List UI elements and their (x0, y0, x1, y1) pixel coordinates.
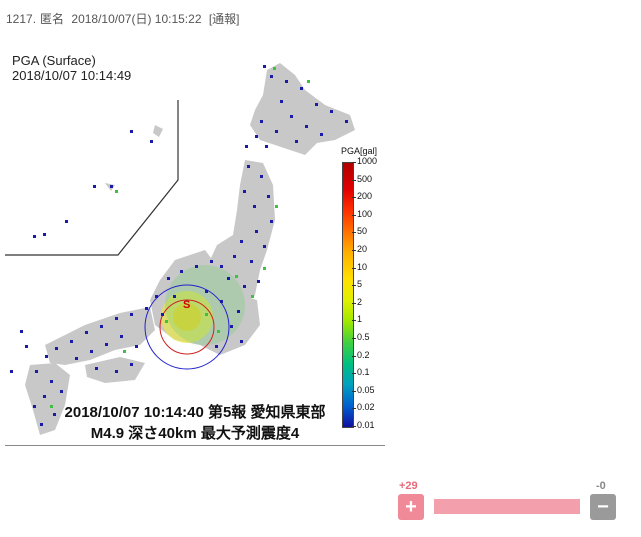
vote-ratio-bar (434, 499, 580, 514)
quake-caption-line2: M4.9 深さ40km 最大予測震度4 (90, 425, 300, 442)
legend-label: 100 (357, 208, 373, 219)
plus-vote-button[interactable]: + (398, 494, 424, 520)
legend-label: 50 (357, 226, 368, 237)
legend-label: 5 (357, 279, 363, 290)
legend-label: 2 (357, 296, 363, 307)
earthquake-map-image[interactable]: S (5, 45, 385, 445)
legend-label: 0.01 (357, 420, 375, 430)
legend-label: 1000 (357, 156, 378, 166)
legend-label: 0.05 (357, 384, 375, 395)
legend-label: 0.02 (357, 402, 375, 413)
legend-title: PGA[gal] (341, 146, 378, 156)
legend-colorbar (342, 162, 354, 428)
pga-time: 2018/10/07 10:14:49 (12, 68, 132, 83)
legend-label: 10 (357, 261, 368, 272)
minus-vote-count: -0 (596, 480, 606, 492)
pga-title-block: PGA (Surface) 2018/10/07 10:14:49 (12, 53, 131, 83)
epicenter-mark: S (183, 299, 190, 311)
vote-ratio-fill (434, 499, 580, 514)
plus-vote-count: +29 (399, 480, 418, 492)
japan-map-graphic: S (5, 63, 355, 435)
quake-caption-line1: 2018/10/07 10:14:40 第5報 愛知県東部 (64, 404, 326, 421)
legend-label: 0.5 (357, 332, 370, 342)
post-datetime: 2018/10/07(日) 10:15:22 (71, 12, 202, 26)
legend-label: 200 (357, 191, 373, 202)
legend-label: 20 (357, 244, 368, 254)
post-header: 1217. 匿名 2018/10/07(日) 10:15:22 [通報] (6, 10, 244, 27)
legend-label: 1 (357, 314, 363, 325)
legend-label: 0.2 (357, 349, 370, 360)
legend-label: 500 (357, 173, 373, 184)
post-author: 匿名 (40, 12, 65, 26)
station-dots (10, 65, 348, 426)
minus-vote-button[interactable]: − (590, 494, 616, 520)
post-number: 1217. (6, 12, 37, 26)
image-divider (5, 445, 385, 446)
report-link[interactable]: [通報] (208, 12, 240, 26)
legend-label: 0.1 (357, 367, 370, 378)
pga-title: PGA (Surface) (12, 53, 96, 68)
